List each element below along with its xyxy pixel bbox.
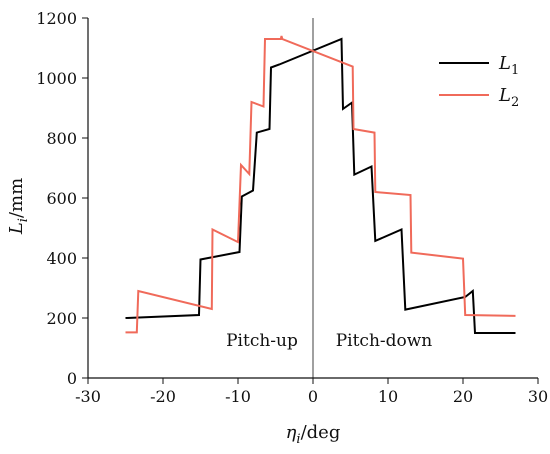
legend: L1 L2	[439, 53, 519, 110]
x-axis-label: ηi/deg	[286, 422, 341, 447]
x-tick-label: -30	[75, 387, 101, 406]
legend-label-l1-symbol: L	[498, 53, 511, 74]
legend-label-l1: L1	[498, 53, 519, 78]
x-tick-label: 10	[378, 387, 398, 406]
x-tick-label: -10	[225, 387, 251, 406]
x-tick-label: -20	[150, 387, 176, 406]
y-tick-label: 600	[46, 189, 77, 208]
annotation-pitch-down: Pitch-down	[336, 331, 433, 351]
x-axis-label-subscript: i	[296, 432, 300, 447]
series-group	[125, 35, 516, 334]
y-tick-label: 1000	[36, 69, 77, 88]
y-axis-label-symbol: L	[6, 222, 27, 235]
annotation-pitch-up: Pitch-up	[226, 331, 298, 351]
y-tick-label: 1200	[36, 9, 77, 28]
series-line-l2	[125, 35, 516, 334]
y-axis-label-subscript: i	[16, 218, 31, 222]
legend-label-l2-symbol: L	[498, 85, 511, 106]
legend-label-l2-subscript: 2	[511, 95, 519, 110]
x-tick-label: 0	[308, 387, 318, 406]
y-tick-label: 800	[46, 129, 77, 148]
legend-label-l1-subscript: 1	[511, 63, 519, 78]
y-tick-label: 0	[67, 369, 77, 388]
y-axis-label-unit: /mm	[6, 178, 27, 218]
x-axis-label-symbol: η	[286, 422, 297, 443]
x-tick-label: 20	[453, 387, 473, 406]
y-axis-label: Li/mm	[6, 178, 31, 235]
series-line-l1	[125, 37, 516, 334]
legend-label-l2: L2	[498, 85, 519, 110]
axes-group: -30 -20 -10 0 10 20 30 0 200 400 600 800 1000 1200	[36, 9, 548, 406]
x-tick-label: 30	[528, 387, 548, 406]
y-tick-label: 200	[46, 309, 77, 328]
x-axis-label-unit: /deg	[301, 422, 341, 443]
y-tick-label: 400	[46, 249, 77, 268]
